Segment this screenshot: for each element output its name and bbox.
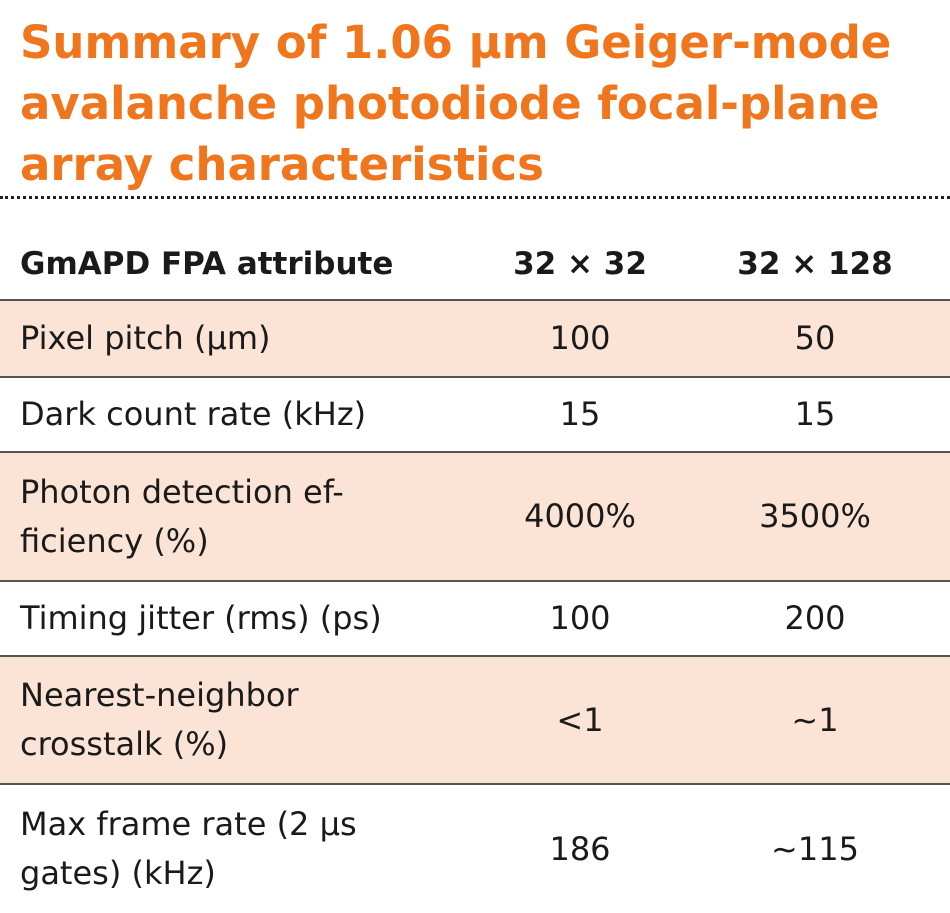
table-row: Pixel pitch (µm) 100 50 xyxy=(0,300,950,378)
cell-32x128: 3500% xyxy=(680,452,950,582)
table-row: Timing jitter (rms) (ps) 100 200 xyxy=(0,581,950,657)
cell-32x32: <1 xyxy=(480,656,680,785)
cell-32x128: ~115 xyxy=(771,829,859,868)
page-title: Summary of 1.06 µm Geiger-mode avalanche… xyxy=(20,12,940,195)
table-row: Dark count rate (kHz) 15 15 xyxy=(0,377,950,453)
header-32x128: 32 × 128 xyxy=(680,228,950,301)
cell-32x128: 15 xyxy=(680,377,950,453)
cell-attribute: Max frame rate (2 µs gates) (kHz) xyxy=(20,805,357,892)
cell-32x128: 200 xyxy=(680,581,950,657)
dotted-divider xyxy=(0,196,950,199)
table-header-row: GmAPD FPA attribute 32 × 32 32 × 128 xyxy=(0,228,950,301)
title-line: Summary of 1.06 µm Geiger-mode xyxy=(20,16,892,69)
header-32x32: 32 × 32 xyxy=(480,228,680,301)
table-row: Nearest-neighbor crosstalk (%) <1 ~1 xyxy=(0,656,950,785)
characteristics-table: GmAPD FPA attribute 32 × 32 32 × 128 Pix… xyxy=(0,228,950,913)
cell-32x32: 100 xyxy=(480,300,680,378)
title-line: avalanche photodiode focal-plane xyxy=(20,77,880,130)
cell-attribute: Nearest-neighbor crosstalk (%) xyxy=(0,656,480,785)
cell-32x32: 15 xyxy=(480,377,680,453)
cell-32x32: 100 xyxy=(480,581,680,657)
cell-attribute: Dark count rate (kHz) xyxy=(0,377,480,453)
table-row: Max frame rate (2 µs gates) (kHz) 186 ~11… xyxy=(0,784,950,913)
cell-32x128: ~1 xyxy=(680,656,950,785)
table-row: Photon detection ef-ficiency (%) 4000% 3… xyxy=(0,452,950,582)
cell-attribute: Timing jitter (rms) (ps) xyxy=(0,581,480,657)
cell-32x128: 50 xyxy=(680,300,950,378)
cell-32x32: 186 xyxy=(549,829,611,868)
header-attribute: GmAPD FPA attribute xyxy=(0,228,480,301)
cell-attribute: Pixel pitch (µm) xyxy=(0,300,480,378)
title-line: array characteristics xyxy=(20,138,544,191)
cell-attribute: Photon detection ef-ficiency (%) xyxy=(0,452,480,582)
cell-32x32: 4000% xyxy=(480,452,680,582)
